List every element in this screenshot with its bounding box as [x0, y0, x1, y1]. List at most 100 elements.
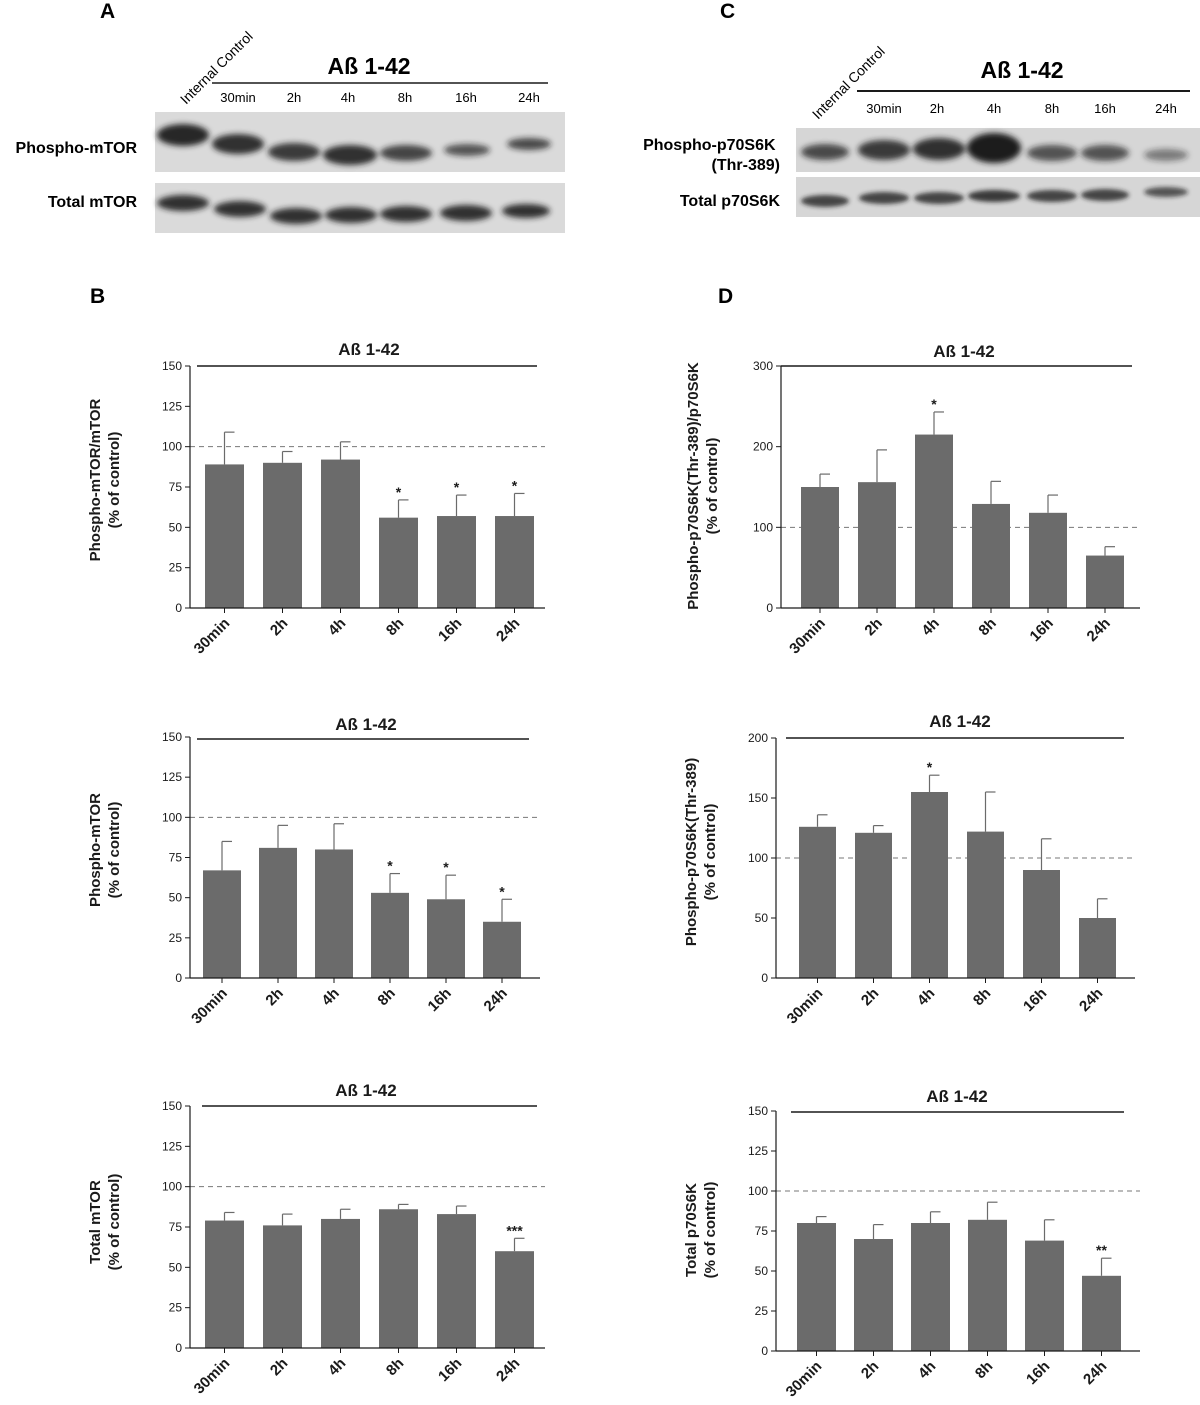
y-tick-label: 75: [169, 1220, 183, 1234]
bar: [259, 847, 297, 978]
x-tick-label: 2h: [858, 985, 882, 1009]
y-axis-label-line: (% of control): [702, 804, 719, 901]
x-tick-label: 30min: [191, 1355, 234, 1398]
blot-left-lane-labels: 30min 2h 4h 8h 16h 24h: [220, 90, 540, 105]
y-tick-label: 100: [748, 1184, 768, 1198]
panel-letter-d: D: [718, 285, 733, 308]
bar: [437, 1214, 476, 1348]
y-axis-label-line: (% of control): [704, 438, 721, 535]
chart-title: Aß 1-42: [933, 342, 994, 361]
bar-chart: Aß 1-42 30min 2h * 4h 8h 16h 24h 0 100 200 300 Phosp…: [685, 342, 1140, 657]
blot-band: [967, 133, 1021, 163]
x-tick-label: 8h: [972, 1358, 996, 1382]
blot-left-total-bands: [157, 195, 550, 224]
y-tick-label: 150: [162, 730, 182, 744]
bar: [855, 832, 892, 978]
significance-marker: *: [443, 859, 449, 875]
bar: [203, 870, 241, 978]
blot-band: [502, 204, 550, 218]
bar: [321, 459, 360, 608]
x-tick-label: 4h: [325, 615, 349, 639]
x-tick-label: 8h: [383, 615, 407, 639]
x-tick-label: 16h: [1023, 1358, 1053, 1388]
bar: [483, 921, 521, 978]
significance-marker: *: [931, 396, 937, 412]
bar: [1079, 918, 1116, 978]
chart-title: Aß 1-42: [335, 715, 396, 734]
bar: [911, 792, 948, 978]
blot-left-row-label-phospho: Phospho-mTOR: [16, 140, 138, 157]
bar: [205, 1220, 244, 1348]
blot-band: [913, 138, 965, 160]
y-tick-label: 25: [169, 1301, 183, 1315]
y-tick-label: 150: [748, 1104, 768, 1118]
blot-band: [380, 206, 432, 222]
y-tick-label: 100: [162, 810, 182, 824]
bar-chart: Aß 1-42 30min 2h * 4h 8h 16h 24h 0 50 100 150 200 Pho…: [683, 712, 1135, 1027]
blot-band: [157, 124, 209, 146]
bar-chart: Aß 1-42 30min 2h 4h * 8h * 16h * 24h 0 25 50 75 100 125…: [87, 715, 540, 1027]
blot-band: [914, 192, 964, 204]
chart-title: Aß 1-42: [335, 1081, 396, 1100]
blot-band: [968, 190, 1020, 202]
y-tick-label: 0: [761, 1344, 768, 1358]
blot-band: [858, 140, 910, 160]
x-tick-label: 30min: [784, 985, 827, 1028]
x-tick-label: 30min: [188, 985, 231, 1028]
bar: [1025, 1240, 1064, 1351]
significance-marker: *: [499, 883, 505, 899]
bar: [379, 1209, 418, 1348]
blot-band: [1081, 145, 1129, 161]
y-axis-label: Phospho-mTOR/mTOR (% of control): [87, 398, 123, 561]
x-tick-label: 2h: [267, 1355, 291, 1379]
x-tick-label: 24h: [1084, 615, 1114, 645]
y-tick-label: 100: [753, 520, 773, 534]
bar: [263, 462, 302, 608]
chart-title: Aß 1-42: [929, 712, 990, 731]
x-tick-label: 16h: [1020, 985, 1050, 1015]
blot-right-lane-label: 2h: [930, 101, 944, 116]
bar: [495, 516, 534, 608]
significance-marker: *: [927, 759, 933, 775]
bar-chart: Aß 1-42 30min 2h 4h 8h 16h *** 24h 0 25 50 75 100 125…: [87, 1081, 545, 1397]
bar: [968, 1219, 1007, 1351]
y-tick-label: 50: [755, 911, 769, 925]
bar: [797, 1223, 836, 1351]
chart-title: Aß 1-42: [926, 1087, 987, 1106]
x-tick-label: 24h: [493, 1355, 523, 1385]
panel-letter-c: C: [720, 0, 735, 23]
bar: [1023, 870, 1060, 978]
y-tick-label: 300: [753, 359, 773, 373]
y-tick-label: 100: [748, 851, 768, 865]
y-tick-label: 0: [761, 971, 768, 985]
x-tick-label: 16h: [435, 615, 465, 645]
blot-band: [1144, 187, 1188, 197]
blot-left-phospho-bands: [157, 124, 551, 165]
x-tick-label: 16h: [435, 1355, 465, 1385]
blot-right-lane-label: 16h: [1094, 101, 1116, 116]
bar: [371, 892, 409, 978]
y-axis-label: Phospho-p70S6K(Thr-389) (% of control): [683, 758, 719, 946]
y-axis-label-line: Total mTOR: [87, 1180, 104, 1264]
bar-chart: Aß 1-42 30min 2h 4h 8h 16h ** 24h 0 25 50 75 100 125 1…: [683, 1087, 1140, 1400]
x-tick-label: 2h: [858, 1358, 882, 1382]
blot-band: [214, 201, 266, 217]
x-tick-label: 2h: [861, 615, 885, 639]
y-axis-label-line: Phospho-p70S6K(Thr-389): [683, 758, 700, 946]
x-tick-label: 30min: [786, 615, 829, 658]
blot-band: [1027, 190, 1077, 202]
panel-letter-a: A: [100, 0, 115, 23]
y-axis-label-line: Phospho-p70S6K(Thr-389)/p70S6K: [685, 362, 702, 610]
x-tick-label: 8h: [975, 615, 999, 639]
blot-band: [270, 208, 322, 224]
blot-band: [859, 192, 909, 204]
significance-marker: *: [387, 858, 393, 874]
bar: [427, 899, 465, 978]
significance-marker: ***: [506, 1222, 523, 1238]
blot-left-lane-label: 30min: [220, 90, 255, 105]
x-tick-label: 8h: [970, 985, 994, 1009]
bar: [801, 487, 839, 608]
blot-right-row-label-phospho-line: Phospho-p70S6K: [643, 137, 776, 154]
blot-left-lane-label: 8h: [398, 90, 412, 105]
